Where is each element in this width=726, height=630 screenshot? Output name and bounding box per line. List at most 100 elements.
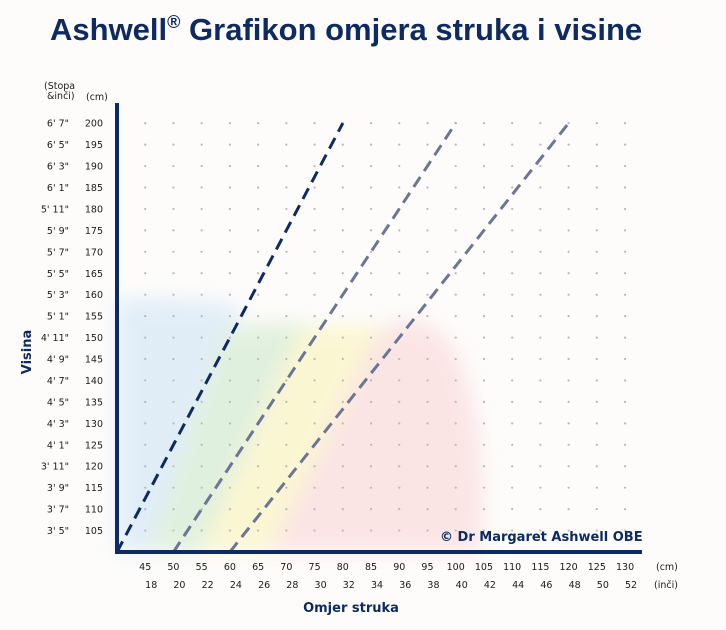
grid-dot (426, 186, 429, 189)
grid-dot (511, 422, 514, 425)
grid-dot (313, 486, 316, 489)
grid-dot (144, 315, 147, 318)
grid-dot (341, 315, 344, 318)
grid-dot (426, 229, 429, 232)
grid-dot (200, 186, 203, 189)
grid-dot (172, 315, 175, 318)
grid-dot (313, 400, 316, 404)
grid-dot (595, 529, 598, 532)
grid-dot (144, 400, 147, 404)
grid-dot (482, 443, 486, 446)
grid-dot (398, 508, 401, 511)
grid-dot (200, 486, 203, 489)
grid-dot (623, 486, 627, 489)
y-tick-cm: 170 (85, 247, 103, 258)
grid-dot (454, 186, 457, 189)
grid-dot (482, 529, 486, 532)
grid-dot (200, 336, 203, 339)
x-tick-in: 48 (569, 580, 581, 591)
grid-dot (426, 122, 429, 125)
x-tick-cm: 120 (560, 562, 578, 573)
grid-dot (482, 250, 486, 253)
x-tick-cm: 65 (252, 562, 264, 573)
y-tick-ft: 3' 7" (47, 505, 69, 516)
grid-dot (511, 508, 514, 511)
grid-dot (426, 443, 429, 446)
grid-dot (172, 122, 175, 125)
grid-dot (426, 207, 429, 211)
grid-dot (623, 357, 627, 361)
x-tick-cm: 90 (393, 562, 405, 573)
grid-dot (257, 186, 260, 189)
grid-dot (595, 357, 598, 361)
grid-dot (313, 465, 316, 468)
grid-dot (200, 143, 203, 146)
grid-dot (285, 422, 288, 425)
grid-dot (172, 422, 175, 425)
grid-dot (595, 164, 598, 168)
grid-dot (623, 186, 627, 189)
grid-dot (595, 272, 598, 275)
x-tick-cm: 55 (196, 562, 208, 573)
y-tick-ft: 6' 3" (47, 162, 69, 173)
grid-dot (511, 186, 514, 189)
y-tick-cm: 115 (85, 483, 103, 494)
grid-dot (313, 272, 316, 275)
grid-dot (539, 164, 542, 168)
grid-dot (567, 443, 570, 446)
grid-dot (369, 400, 373, 404)
grid-dot (623, 422, 627, 425)
grid-dot (144, 293, 147, 296)
grid-dot (144, 486, 147, 489)
x-tick-in: 18 (145, 580, 157, 591)
grid-dot (623, 336, 627, 339)
grid-dot (313, 508, 316, 511)
zone-yellow (200, 325, 400, 552)
grid-dot (144, 229, 147, 232)
grid-dot (341, 379, 344, 382)
grid-dot (172, 529, 175, 532)
x-tick-cm: 130 (616, 562, 634, 573)
grid-dot (369, 122, 373, 125)
grid-dot (595, 250, 598, 253)
x-tick-cm: 85 (365, 562, 377, 573)
y-tick-cm: 130 (85, 419, 103, 430)
grid-dot (595, 207, 598, 211)
grid-dot (398, 250, 401, 253)
y-tick-ft: 4' 5" (47, 397, 69, 408)
grid-dot (623, 207, 627, 211)
grid-dot (200, 293, 203, 296)
grid-dot (426, 357, 429, 361)
grid-dot (623, 143, 627, 146)
grid-dot (595, 315, 598, 318)
grid-dot (398, 229, 401, 232)
grid-dot (454, 379, 457, 382)
grid-dot (482, 315, 486, 318)
y-tick-ft: 4' 7" (47, 376, 69, 387)
grid-dot (595, 465, 598, 468)
y-tick-ft: 5' 11" (41, 204, 69, 215)
grid-dot (567, 357, 570, 361)
grid-dot (595, 508, 598, 511)
grid-dot (200, 272, 203, 275)
grid-dot (172, 357, 175, 361)
grid-dot (426, 465, 429, 468)
grid-dot (144, 272, 147, 275)
y-tick-cm: 140 (85, 376, 103, 387)
y-axis-title: Visina (20, 330, 35, 375)
grid-dot (285, 486, 288, 489)
grid-dot (511, 379, 514, 382)
x-axis-title: Omjer struka (303, 601, 399, 616)
grid-dot (595, 443, 598, 446)
grid-dot (623, 164, 627, 168)
grid-dot (228, 186, 232, 189)
grid-dot (285, 293, 288, 296)
grid-dot (511, 336, 514, 339)
y-tick-ft: 3' 11" (41, 462, 69, 473)
x-tick-in: 36 (399, 580, 411, 591)
grid-dot (172, 379, 175, 382)
grid-dot (482, 293, 486, 296)
grid-dot (567, 122, 570, 125)
grid-dot (567, 315, 570, 318)
grid-dot (539, 400, 542, 404)
